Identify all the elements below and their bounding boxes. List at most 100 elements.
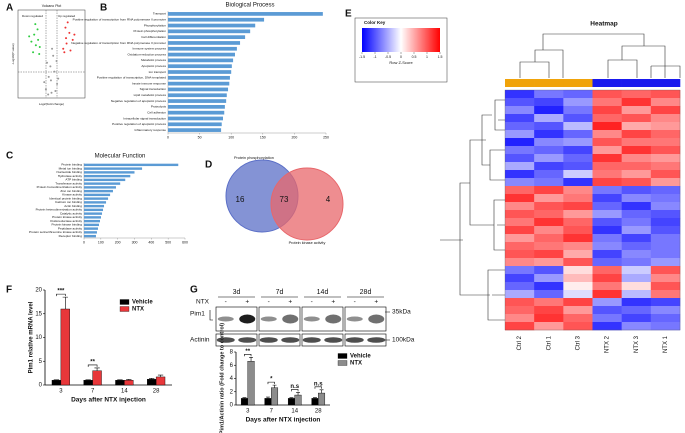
y-axis-label: -Log10(P value)	[11, 43, 15, 64]
legend-swatch	[119, 299, 130, 305]
heat-cell	[534, 290, 564, 299]
category-label: Protein heterodimerization activity	[36, 208, 83, 212]
count-label: 16	[236, 195, 245, 204]
error-bar	[126, 379, 132, 381]
y-tick-label: 4	[230, 376, 234, 382]
heat-cell	[563, 106, 593, 115]
category-label: Positive regulation of apoptotic process	[112, 122, 166, 126]
heat-cell	[621, 234, 652, 243]
heat-cell	[650, 234, 681, 243]
heat-cell	[650, 202, 681, 211]
heat-cell	[592, 250, 622, 259]
y-tick-label: 10	[35, 335, 42, 341]
blot-band	[239, 314, 256, 324]
heat-cell	[563, 138, 593, 147]
x-tick-label: 50	[198, 135, 202, 139]
heat-cell	[534, 250, 564, 259]
blot-band	[260, 316, 277, 322]
heat-cell	[592, 90, 622, 99]
point	[32, 51, 35, 54]
x-axis-label: Log2(Fold change)	[39, 102, 64, 106]
heat-cell	[505, 210, 535, 219]
heat-cell	[563, 290, 593, 299]
bar	[115, 380, 125, 386]
heat-cell	[534, 234, 564, 243]
bar	[147, 379, 157, 386]
blot-band	[238, 337, 257, 343]
x-tick-label: 300	[132, 240, 138, 244]
x-tick-label: 28	[153, 389, 160, 395]
point	[49, 79, 52, 82]
bar	[168, 52, 235, 57]
heat-cell	[534, 322, 564, 331]
heat-cell	[621, 98, 652, 107]
heat-cell	[592, 210, 622, 219]
color-key-tick: 0.5	[412, 55, 417, 59]
heat-cell	[592, 306, 622, 315]
point	[56, 82, 59, 85]
sign-label: -	[225, 299, 227, 306]
panel-label: C	[6, 151, 13, 162]
heat-cell	[650, 274, 681, 283]
heat-cell	[650, 178, 681, 187]
category-label: Protein homodimerization activity	[37, 185, 83, 189]
category-label: Protein kinase activity	[52, 215, 82, 219]
column-label: NTX 1	[663, 335, 669, 353]
bar	[84, 231, 97, 234]
sign-label: -	[354, 299, 356, 306]
significance-label: **	[90, 359, 95, 365]
row-dendrogram	[440, 99, 505, 321]
category-label: Actin binding	[64, 204, 82, 208]
heat-cell	[650, 226, 681, 235]
chart-title: Volcano Plot	[42, 4, 61, 8]
heat-cell	[621, 290, 652, 299]
heat-cell	[505, 178, 535, 187]
significance-bracket	[244, 354, 252, 357]
heat-cell	[563, 250, 593, 259]
heat-cell	[505, 98, 535, 107]
legend-label: Vehicle	[350, 354, 371, 360]
category-label: Signal transduction	[140, 87, 167, 91]
bar	[168, 23, 256, 28]
heat-cell	[650, 250, 681, 259]
heat-cell	[534, 90, 564, 99]
heat-frame	[504, 89, 681, 331]
bar	[84, 197, 109, 200]
point	[52, 54, 55, 57]
heat-cell	[534, 266, 564, 275]
heat-cell	[505, 250, 535, 259]
heat-cell	[621, 178, 652, 187]
category-label: Inflammatory response	[135, 128, 167, 132]
heat-cell	[505, 186, 535, 195]
heat-cell	[534, 242, 564, 251]
x-axis-label: Days after NTX injection	[246, 417, 321, 424]
column-group-bar	[505, 79, 535, 87]
heat-cell	[505, 290, 535, 299]
bar	[168, 116, 223, 121]
heat-cell	[592, 202, 622, 211]
legend-swatch	[337, 360, 348, 366]
point	[63, 51, 66, 54]
heat-cell	[534, 130, 564, 139]
x-tick-label: 400	[148, 240, 154, 244]
heat-cell	[621, 306, 652, 315]
heat-cell	[650, 314, 681, 323]
heat-cell	[621, 138, 652, 147]
bar	[168, 41, 241, 45]
bar	[168, 17, 265, 22]
heat-cell	[592, 98, 622, 107]
category-label: Metal ion binding	[59, 166, 83, 170]
column-group-bar	[534, 79, 564, 87]
x-tick-label: 14	[121, 389, 128, 395]
x-tick-label: 28	[315, 409, 322, 415]
significance-label: n.s	[314, 381, 323, 387]
heat-cell	[592, 290, 622, 299]
blot-frame	[301, 333, 344, 347]
category-label: ATP binding	[65, 178, 82, 182]
heat-cell	[650, 194, 681, 203]
heat-cell	[621, 106, 652, 115]
blot-band	[324, 337, 343, 343]
blot-band	[282, 314, 299, 324]
heat-cell	[592, 282, 622, 291]
y-tick-label: 0	[230, 403, 234, 409]
